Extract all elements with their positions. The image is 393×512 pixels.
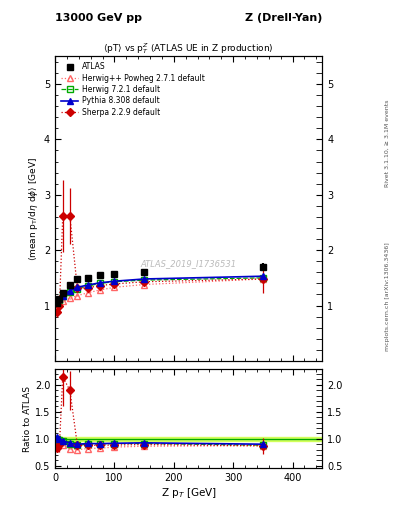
Y-axis label: $\langle$mean p$_\mathrm{T}$/d$\eta$ d$\phi\rangle$ [GeV]: $\langle$mean p$_\mathrm{T}$/d$\eta$ d$\… <box>27 157 40 261</box>
Text: Z (Drell-Yan): Z (Drell-Yan) <box>245 13 322 23</box>
Text: Rivet 3.1.10, ≥ 3.1M events: Rivet 3.1.10, ≥ 3.1M events <box>385 100 389 187</box>
Text: mcplots.cern.ch [arXiv:1306.3436]: mcplots.cern.ch [arXiv:1306.3436] <box>385 243 389 351</box>
Text: 13000 GeV pp: 13000 GeV pp <box>55 13 142 23</box>
X-axis label: Z p$_T$ [GeV]: Z p$_T$ [GeV] <box>161 486 217 500</box>
Title: $\langle$pT$\rangle$ vs p$_T^Z$ (ATLAS UE in Z production): $\langle$pT$\rangle$ vs p$_T^Z$ (ATLAS U… <box>103 41 274 56</box>
Text: ATLAS_2019_I1736531: ATLAS_2019_I1736531 <box>141 259 237 268</box>
Legend: ATLAS, Herwig++ Powheg 2.7.1 default, Herwig 7.2.1 default, Pythia 8.308 default: ATLAS, Herwig++ Powheg 2.7.1 default, He… <box>59 60 207 119</box>
Bar <box>55 437 322 441</box>
Y-axis label: Ratio to ATLAS: Ratio to ATLAS <box>23 386 32 452</box>
